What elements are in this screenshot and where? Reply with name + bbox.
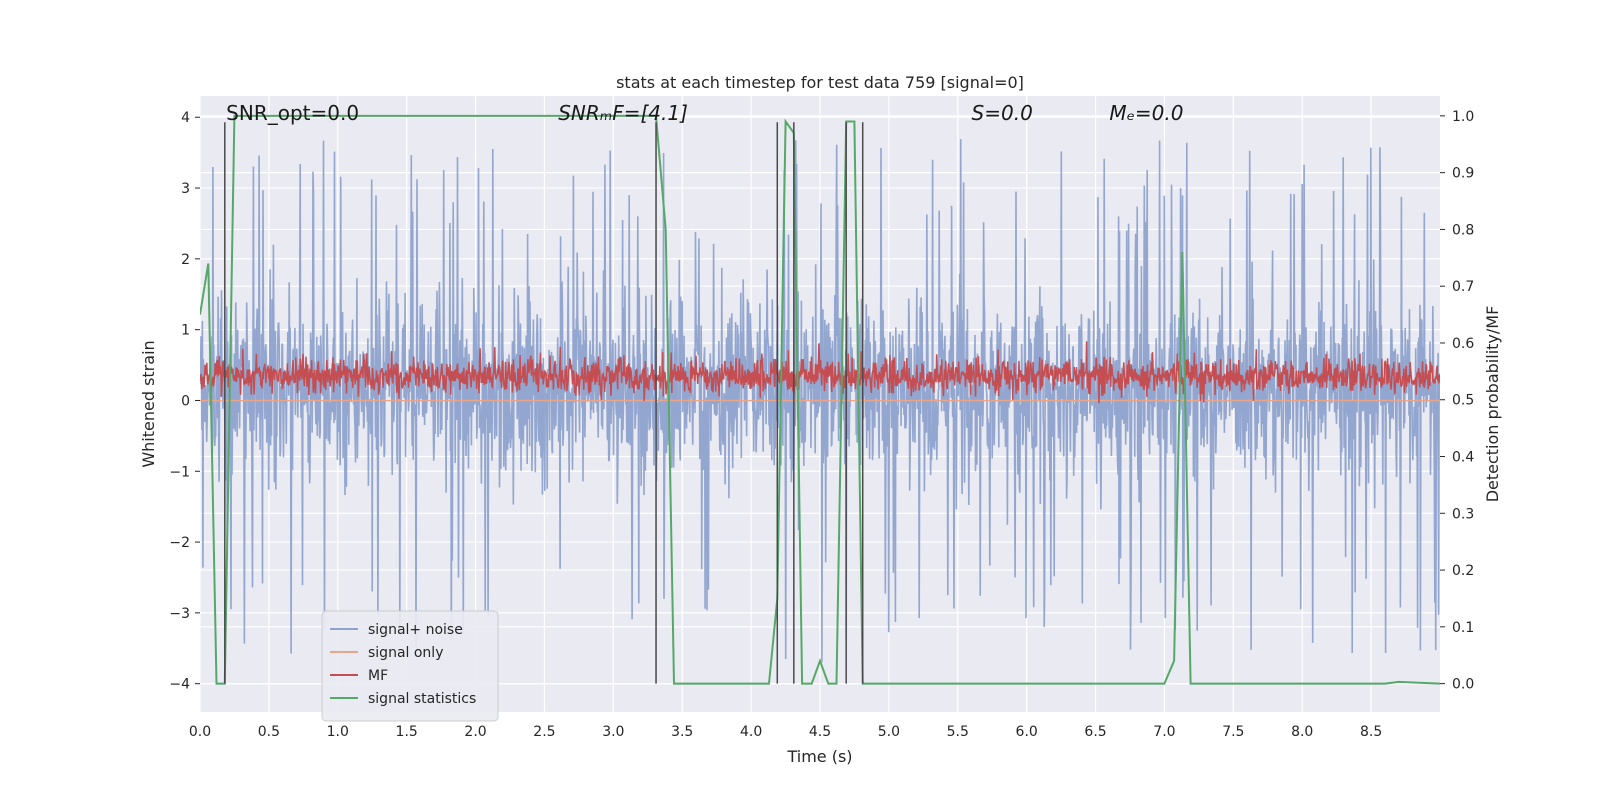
legend-box bbox=[321, 610, 499, 722]
series-signal-statistics-line bbox=[200, 114, 1440, 685]
y-right-tick-label: 0.3 bbox=[1452, 506, 1474, 522]
y-tick-label: 4 bbox=[181, 110, 190, 126]
vlines bbox=[224, 122, 864, 684]
x-ticks: 0.0 0.5 1.0 1.5 2.0 2.5 3.0 3.5 4.0 4.5 5.0 5.5 6.0 6… bbox=[189, 724, 1382, 740]
y-tick-label: 3 bbox=[181, 181, 190, 197]
x-tick-label: 3.5 bbox=[671, 724, 693, 740]
annotation-4: Mₑ=0.0 bbox=[1109, 101, 1183, 125]
legend-label: signal+ noise bbox=[368, 622, 463, 638]
x-axis-label: Time (s) bbox=[786, 747, 852, 766]
y-tick-label: −4 bbox=[169, 677, 190, 693]
x-tick-label: 6.0 bbox=[1016, 724, 1038, 740]
x-tick-label: 8.5 bbox=[1360, 724, 1382, 740]
y-right-tick-label: 0.1 bbox=[1452, 620, 1474, 636]
y-right-tick-label: 1.0 bbox=[1452, 109, 1474, 125]
legend-label: MF bbox=[368, 668, 388, 684]
x-tick-label: 1.0 bbox=[327, 724, 349, 740]
y-ticks: −4 −3 −2 −1 0 1 2 3 4 bbox=[169, 110, 200, 693]
legend-label: signal only bbox=[368, 645, 443, 661]
x-tick-label: 5.0 bbox=[878, 724, 900, 740]
series-mf-line bbox=[200, 341, 1440, 404]
y-axis-label: Whitened strain bbox=[139, 340, 158, 467]
legend-label: signal statistics bbox=[368, 691, 476, 707]
y-right-tick-label: 0.9 bbox=[1452, 166, 1474, 182]
x-tick-label: 4.5 bbox=[809, 724, 831, 740]
x-tick-label: 1.5 bbox=[396, 724, 418, 740]
y-tick-label: 1 bbox=[181, 323, 190, 339]
legend: signal+ noise signal only MF signal statist… bbox=[321, 610, 499, 722]
x-tick-label: 7.0 bbox=[1153, 724, 1175, 740]
y-right-tick-label: 0.0 bbox=[1452, 677, 1474, 693]
y-right-tick-label: 0.2 bbox=[1452, 563, 1474, 579]
y-tick-label: 0 bbox=[181, 393, 190, 409]
series-layer bbox=[200, 114, 1440, 685]
x-tick-label: 0.5 bbox=[258, 724, 280, 740]
x-tick-label: 3.0 bbox=[602, 724, 624, 740]
x-tick-label: 2.5 bbox=[533, 724, 555, 740]
y-axis-label-right: Detection probability/MF bbox=[1483, 306, 1502, 503]
annotation-3: S=0.0 bbox=[972, 101, 1033, 125]
y-right-tick-label: 0.4 bbox=[1452, 450, 1474, 466]
annotation-2: SNRₘF=[4.1] bbox=[558, 101, 688, 125]
y-right-tick-label: 0.5 bbox=[1452, 393, 1474, 409]
y-tick-label: 2 bbox=[181, 252, 190, 268]
y-tick-label: −1 bbox=[169, 464, 190, 480]
x-tick-label: 6.5 bbox=[1084, 724, 1106, 740]
y-right-tick-label: 0.6 bbox=[1452, 336, 1474, 352]
y-tick-label: −3 bbox=[169, 606, 190, 622]
chart-title: stats at each timestep for test data 759… bbox=[616, 73, 1024, 92]
y-tick-label: −2 bbox=[169, 535, 190, 551]
y-right-tick-label: 0.8 bbox=[1452, 222, 1474, 238]
x-tick-label: 4.0 bbox=[740, 724, 762, 740]
y-ticks-right: 0.0 0.1 0.2 0.3 0.4 0.5 0.6 0.7 0.8 0.9 1.0 bbox=[1440, 109, 1474, 693]
x-tick-label: 7.5 bbox=[1222, 724, 1244, 740]
x-tick-label: 5.5 bbox=[947, 724, 969, 740]
x-tick-label: 2.0 bbox=[464, 724, 486, 740]
x-tick-label: 0.0 bbox=[189, 724, 211, 740]
x-tick-label: 8.0 bbox=[1291, 724, 1313, 740]
annotations: SNR_opt=0.0 SNRₘF=[4.1] S=0.0 Mₑ=0.0 bbox=[226, 101, 1183, 125]
annotation-1: SNR_opt=0.0 bbox=[226, 101, 359, 125]
y-right-tick-label: 0.7 bbox=[1452, 279, 1474, 295]
